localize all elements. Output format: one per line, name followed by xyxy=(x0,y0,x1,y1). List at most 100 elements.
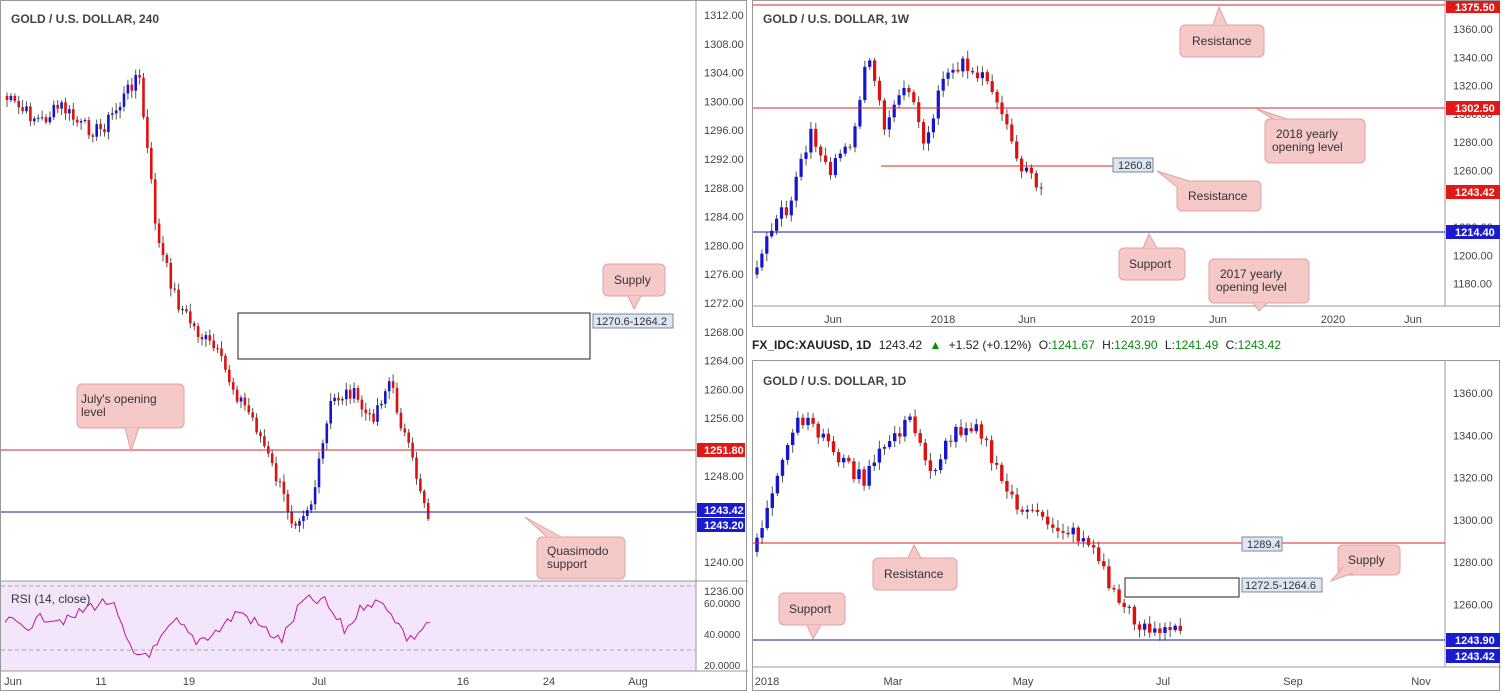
candle-down xyxy=(208,335,212,341)
daily-chart-pane[interactable]: 1360.00 1340.00 1320.00 1300.00 1280.00 1260.… xyxy=(752,360,1501,692)
candle-down xyxy=(274,463,278,482)
x-tick-label: 24 xyxy=(543,676,555,688)
h4-chart-pane[interactable]: 1312.00 1308.00 1304.00 1300.00 1296.00 1292.… xyxy=(0,0,748,692)
july-open-price-tag xyxy=(697,443,745,457)
candle-down xyxy=(130,84,134,91)
candle-down xyxy=(17,100,20,108)
candle-up xyxy=(114,110,118,114)
resistance-top-callout: Resistance xyxy=(1179,5,1265,58)
daily-chart-title: GOLD / U.S. DOLLAR, 1D xyxy=(763,374,907,388)
candle-down xyxy=(1107,566,1111,589)
candle-up xyxy=(333,397,336,402)
level-label: 1289.4 xyxy=(1247,539,1281,551)
yearly-2018-callout-line1: 2018 yearly xyxy=(1276,127,1338,141)
weekly-chart-svg[interactable]: 1360.001340.001320.001300.001280.001260.… xyxy=(753,1,1501,328)
yearly-2017-callout: 2017 yearly opening level xyxy=(1208,258,1310,312)
h4-chart-svg[interactable]: 1312.00 1308.00 1304.00 1300.00 1296.00 1292.… xyxy=(1,1,748,692)
candle-up xyxy=(345,389,348,400)
quasimodo-callout-line2: support xyxy=(547,557,588,571)
candle-down xyxy=(220,348,223,356)
candle-down xyxy=(5,95,9,101)
last-price: 1243.42 xyxy=(878,338,923,352)
candle-up xyxy=(321,443,325,459)
candle-up xyxy=(9,95,13,101)
candle-up xyxy=(755,537,759,552)
y-tick-label: 1288.00 xyxy=(704,183,744,195)
candle-up xyxy=(821,433,825,438)
candle-down xyxy=(1122,602,1126,607)
candle-down xyxy=(368,413,371,415)
candle-up xyxy=(931,118,935,133)
daily-chart-svg[interactable]: 1360.00 1340.00 1320.00 1300.00 1280.00 1260.… xyxy=(753,361,1501,692)
price-change: +1.52 (+0.12%) xyxy=(948,338,1032,352)
open-label: O: xyxy=(1038,338,1052,352)
candle-up xyxy=(882,447,887,449)
candle-down xyxy=(1097,547,1101,562)
supply-zone-label: 1270.6-1264.2 xyxy=(596,316,667,328)
candle-down xyxy=(922,122,926,144)
candle-up xyxy=(48,117,52,123)
rsi-label: RSI (14, close) xyxy=(11,592,90,606)
candle-down xyxy=(1066,532,1070,535)
x-tick-label: Jun xyxy=(1209,314,1227,326)
y-tick-label: 1320.00 xyxy=(1453,81,1493,93)
candle-down xyxy=(99,124,102,129)
x-tick-label: Aug xyxy=(628,676,648,688)
y-tick-label: 1260.00 xyxy=(1453,600,1493,612)
y-tick-label: 1236.00 xyxy=(704,586,744,598)
candle-down xyxy=(1158,628,1162,633)
candle-down xyxy=(196,326,200,337)
candle-up xyxy=(122,93,126,107)
support-callout: Support xyxy=(1118,232,1186,281)
candle-down xyxy=(907,87,911,93)
candle-up xyxy=(341,399,344,401)
candles xyxy=(755,409,1182,641)
candle-up xyxy=(1071,527,1075,535)
candle-down xyxy=(270,453,274,464)
supply-zone-label: 1272.5-1264.6 xyxy=(1245,580,1316,592)
candle-up xyxy=(309,504,313,511)
candle-down xyxy=(64,102,67,114)
candle-down xyxy=(918,433,922,443)
candle-down xyxy=(87,119,91,136)
candle-up xyxy=(329,401,332,424)
candle-up xyxy=(95,124,98,137)
july-open-price-text: 1251.80 xyxy=(704,445,744,457)
current-tag xyxy=(1446,185,1500,199)
candle-up xyxy=(941,78,945,91)
y-tick-label: 1180.00 xyxy=(1453,279,1492,291)
supply-zone xyxy=(1124,577,1240,598)
candle-down xyxy=(75,119,79,123)
candle-down xyxy=(971,70,975,73)
candle-up xyxy=(313,487,317,505)
yearly-2017-callout-line2: opening level xyxy=(1216,280,1287,294)
candles xyxy=(755,50,1043,279)
candle-down xyxy=(966,58,970,71)
candle-down xyxy=(399,412,403,429)
candle-up xyxy=(775,218,779,231)
rsi-line xyxy=(4,594,431,659)
candle-up xyxy=(936,90,940,119)
y-tick-label: 1308.00 xyxy=(704,39,744,51)
candle-down xyxy=(826,433,831,442)
candle-down xyxy=(1148,623,1152,633)
candle-down xyxy=(150,147,153,180)
candle-down xyxy=(1040,511,1045,517)
candle-down xyxy=(1010,124,1014,142)
y-tick-label: 1280.00 xyxy=(1453,137,1493,149)
weekly-chart-pane[interactable]: 1360.001340.001320.001300.001280.001260.… xyxy=(752,0,1501,328)
candle-up xyxy=(765,236,769,254)
candle-up xyxy=(785,445,790,460)
y-tick-label: 1280.00 xyxy=(1453,557,1493,569)
high-price-tag xyxy=(1446,633,1500,647)
candle-up xyxy=(107,114,110,133)
candle-down xyxy=(407,432,410,443)
candle-down xyxy=(912,92,916,103)
candle-down xyxy=(282,481,286,494)
candle-down xyxy=(56,104,59,109)
july-open-callout-line1: July's opening xyxy=(81,392,157,406)
candle-down xyxy=(877,80,882,101)
x-tick-label: 19 xyxy=(183,676,195,688)
candle-up xyxy=(68,109,71,114)
x-tick-label: 2018 xyxy=(931,314,955,326)
